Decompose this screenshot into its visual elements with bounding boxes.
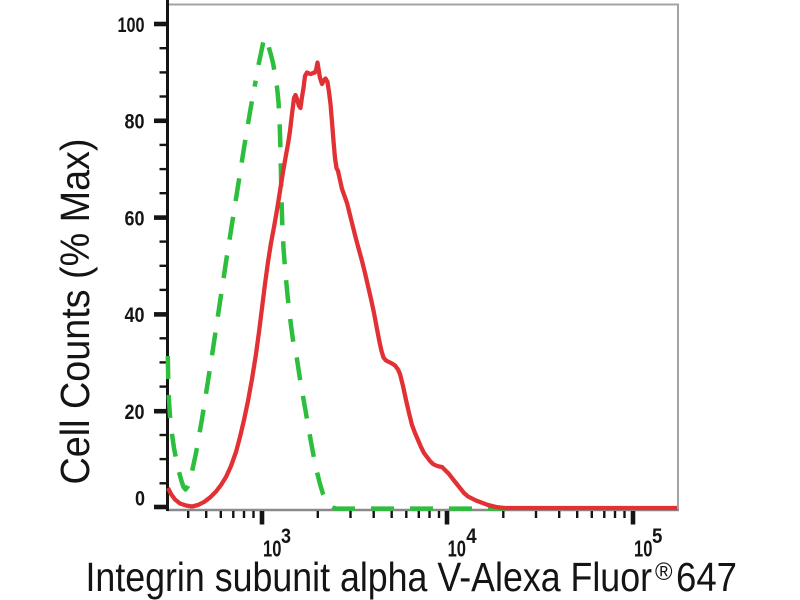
svg-text:80: 80 <box>125 110 145 134</box>
svg-text:100: 100 <box>118 13 145 37</box>
svg-text:Integrin subunit alpha V-Alexa: Integrin subunit alpha V-Alexa Fluor ®647 <box>86 554 738 600</box>
svg-text:10: 10 <box>634 535 652 561</box>
svg-text:10: 10 <box>263 535 281 561</box>
svg-text:4: 4 <box>466 525 477 548</box>
svg-text:40: 40 <box>125 303 145 327</box>
svg-text:Cell Counts (% Max): Cell Counts (% Max) <box>52 139 98 485</box>
svg-text:0: 0 <box>135 487 145 511</box>
svg-text:3: 3 <box>281 525 291 548</box>
svg-text:5: 5 <box>652 525 663 548</box>
svg-text:20: 20 <box>125 400 145 424</box>
svg-text:60: 60 <box>125 206 145 230</box>
svg-text:10: 10 <box>448 535 466 561</box>
